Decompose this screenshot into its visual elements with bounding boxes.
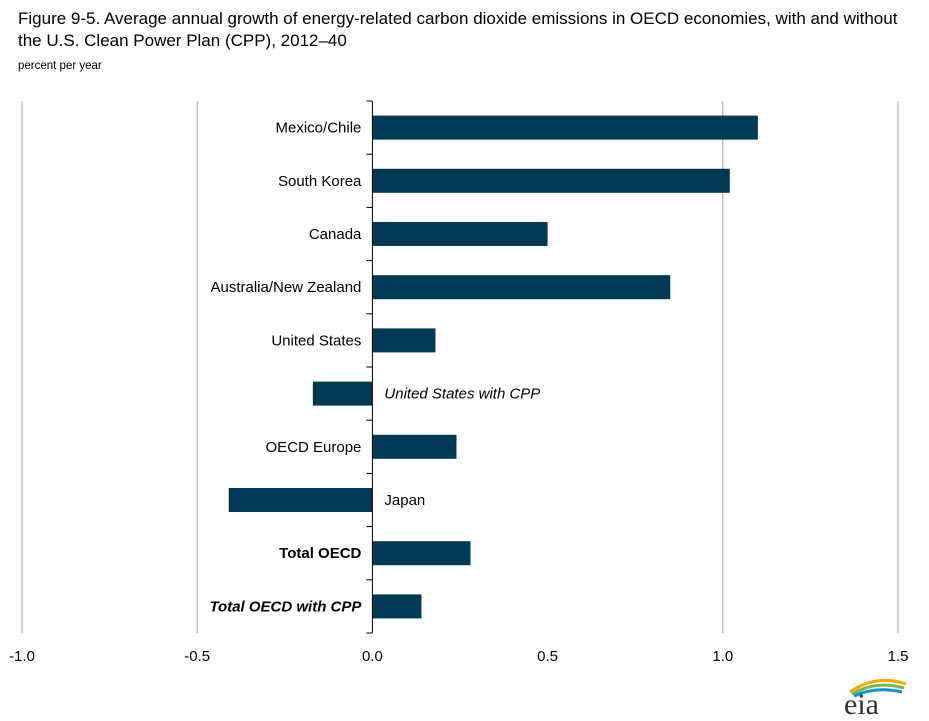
bar xyxy=(372,168,730,193)
bar xyxy=(372,115,758,140)
category-label: Mexico/Chile xyxy=(276,120,362,137)
bar xyxy=(312,381,373,406)
bar xyxy=(372,594,422,619)
category-label: OECD Europe xyxy=(266,439,362,456)
category-label: Japan xyxy=(384,492,425,509)
bar xyxy=(372,541,471,566)
category-label: United States xyxy=(271,332,361,349)
category-label: Canada xyxy=(309,226,362,243)
x-tick-label: -1.0 xyxy=(9,648,35,665)
category-label: United States with CPP xyxy=(384,386,540,403)
bar xyxy=(372,275,671,300)
chart-title: Figure 9-5. Average annual growth of ene… xyxy=(18,9,898,50)
bar xyxy=(372,434,457,459)
chart-subtitle: percent per year xyxy=(18,60,102,72)
bar xyxy=(228,488,373,512)
svg-text:eia: eia xyxy=(844,688,879,717)
eia-logo: eia xyxy=(844,678,907,717)
category-label: Australia/New Zealand xyxy=(210,279,361,296)
category-label: South Korea xyxy=(278,173,362,190)
category-label: Total OECD with CPP xyxy=(209,598,362,615)
x-tick-label: 0.5 xyxy=(537,648,558,665)
x-tick-label: 1.5 xyxy=(888,648,909,665)
category-label: Total OECD xyxy=(279,545,361,562)
x-tick-label: 0.0 xyxy=(362,648,383,665)
bar xyxy=(372,328,436,353)
bar xyxy=(372,222,548,246)
x-tick-label: -0.5 xyxy=(184,648,210,665)
x-tick-label: 1.0 xyxy=(712,648,733,665)
